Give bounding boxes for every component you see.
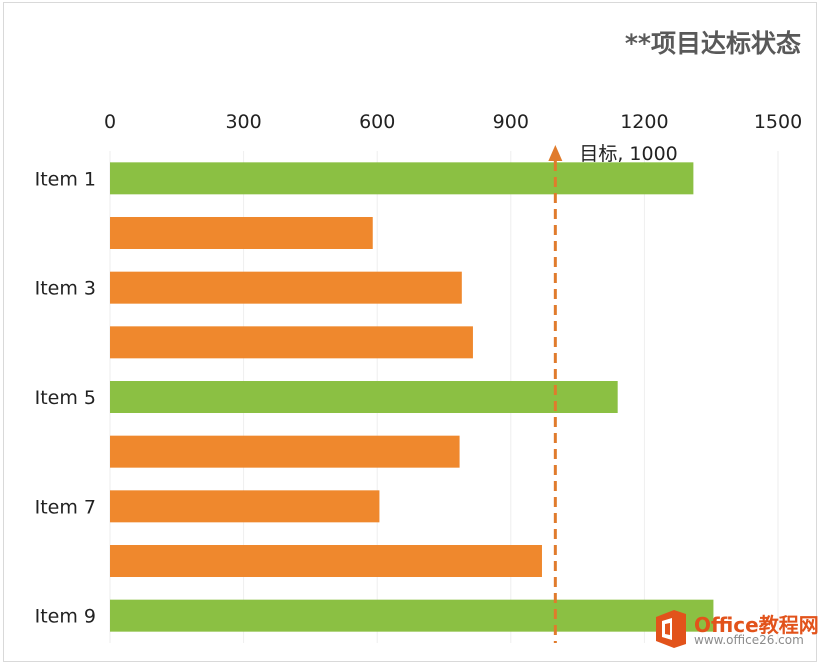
target-line-group: 目标, 1000 — [548, 143, 678, 643]
x-tick-label: 900 — [493, 111, 529, 133]
category-label: Item 5 — [35, 387, 96, 409]
bar — [110, 217, 373, 249]
category-label: Item 1 — [35, 168, 96, 190]
category-label: Item 9 — [35, 606, 96, 628]
bar — [110, 490, 380, 523]
watermark-url: www.office26.com — [694, 633, 804, 647]
x-tick-label: 600 — [359, 111, 395, 133]
x-tick-label: 0 — [104, 111, 116, 133]
category-labels: Item 1 Item 3 Item 5 Item 7 Item 9 — [35, 168, 96, 627]
category-label: Item 3 — [35, 278, 96, 300]
bar — [110, 162, 694, 195]
office-logo-icon — [656, 610, 686, 648]
x-axis-ticks: 0 300 600 900 1200 1500 — [104, 111, 802, 133]
target-arrow-icon — [548, 145, 563, 161]
chart-frame: **项目达标状态 0 300 600 900 1200 1500 Item 1 Item 3… — [3, 2, 819, 662]
bars — [110, 162, 714, 632]
x-tick-label: 1500 — [754, 111, 802, 133]
bar — [110, 545, 542, 577]
chart-title: **项目达标状态 — [625, 29, 801, 58]
bar — [110, 435, 460, 468]
watermark: Office教程网 www.office26.com — [650, 607, 819, 653]
bar — [110, 326, 473, 359]
bar — [110, 599, 714, 632]
x-tick-label: 1200 — [620, 111, 668, 133]
x-tick-label: 300 — [225, 111, 261, 133]
category-label: Item 7 — [35, 496, 96, 518]
watermark-title: Office教程网 — [694, 613, 819, 637]
bar — [110, 381, 618, 413]
bar-chart: **项目达标状态 0 300 600 900 1200 1500 Item 1 Item 3… — [35, 29, 802, 643]
bar — [110, 271, 462, 304]
target-label: 目标, 1000 — [579, 143, 677, 165]
